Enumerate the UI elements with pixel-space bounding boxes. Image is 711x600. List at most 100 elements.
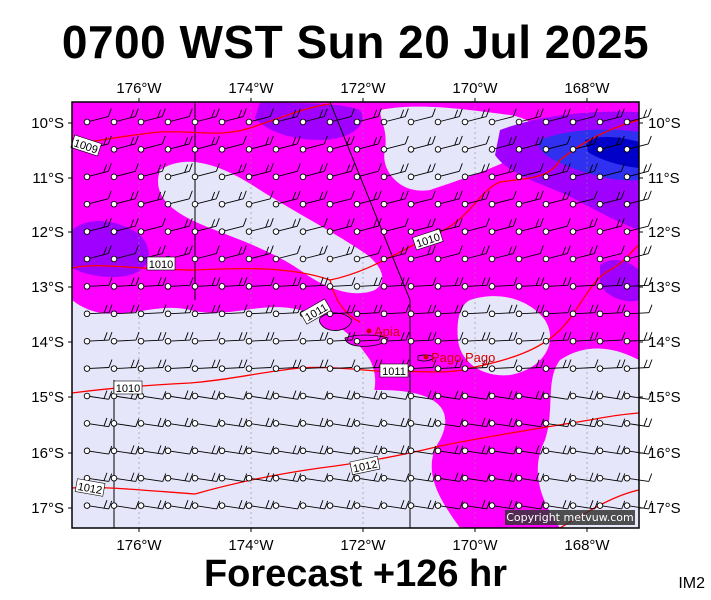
station-circle-icon	[299, 365, 307, 372]
station-circle-icon	[434, 310, 442, 318]
wind-barb	[326, 217, 355, 235]
station-circle-icon	[191, 173, 199, 181]
wind-barb	[110, 500, 140, 510]
station-circle-icon	[83, 228, 91, 235]
station-circle-icon	[515, 420, 523, 427]
isobar-label: 1012	[349, 455, 381, 475]
station-circle-icon	[110, 337, 118, 345]
station-circle-icon	[461, 474, 469, 482]
wind-barb	[83, 304, 113, 318]
wind-barb	[110, 163, 139, 181]
map-axes: 176°W 176°W 174°W 174°W 172°W 172°W 170°W 170°W…	[31, 80, 680, 554]
station-circle-icon	[488, 392, 496, 400]
station-circle-icon	[83, 118, 91, 126]
wind-barb	[542, 473, 572, 482]
wind-barb	[434, 245, 463, 263]
wind-barb	[623, 359, 653, 372]
wind-barb	[83, 500, 113, 510]
station-circle-icon	[596, 502, 604, 509]
wind-barb	[542, 217, 571, 235]
station-circle-icon	[299, 337, 307, 345]
station-circle-icon	[623, 118, 631, 126]
wind-barb	[191, 163, 220, 181]
wind-barb	[542, 190, 571, 208]
wind-barb	[407, 304, 437, 318]
wind-barb	[164, 445, 194, 455]
wind-barb	[461, 190, 490, 208]
wind-barb	[164, 108, 193, 126]
wind-barb	[326, 277, 356, 290]
wind-barb	[245, 304, 275, 318]
station-circle-icon	[623, 310, 631, 318]
wind-barb	[542, 304, 572, 318]
wind-barb	[245, 163, 274, 181]
wind-barb	[353, 418, 383, 428]
station-circle-icon	[623, 283, 631, 290]
wind-barb	[110, 217, 139, 235]
station-circle-icon	[407, 337, 415, 345]
wind-barb	[515, 217, 544, 235]
station-circle-icon	[272, 228, 280, 235]
station-circle-icon	[137, 310, 145, 318]
wind-barb	[623, 108, 652, 126]
wind-barb	[110, 359, 140, 372]
wind-barb	[137, 163, 166, 181]
station-circle-icon	[407, 392, 415, 400]
wind-barb	[191, 277, 221, 290]
station-circle-icon	[569, 337, 577, 345]
station-circle-icon	[164, 118, 172, 126]
wind-barb	[299, 163, 328, 181]
wind-barb	[434, 472, 464, 482]
wind-barb	[299, 445, 329, 455]
wind-barb	[488, 277, 518, 290]
station-circle-icon	[380, 118, 388, 126]
station-circle-icon	[191, 420, 199, 427]
wind-barb	[353, 135, 382, 153]
station-circle-icon	[407, 502, 415, 509]
wind-barb	[461, 217, 490, 235]
wind-barb	[623, 135, 652, 153]
station-circle-icon	[110, 447, 118, 455]
wind-barb	[623, 331, 653, 345]
station-circle-icon	[245, 283, 253, 290]
wind-barb	[83, 245, 112, 263]
station-circle-icon	[461, 420, 469, 427]
station-circle-icon	[623, 447, 631, 455]
wind-barb	[218, 331, 248, 345]
station-circle-icon	[353, 255, 361, 263]
station-circle-icon	[137, 474, 145, 482]
station-circle-icon	[218, 228, 226, 235]
wind-barb	[110, 108, 139, 126]
wind-barb	[137, 473, 167, 482]
wind-barb	[380, 331, 410, 345]
station-circle-icon	[272, 146, 280, 153]
station-circle-icon	[272, 337, 280, 345]
station-circle-icon	[83, 283, 91, 290]
wind-barb	[596, 190, 625, 208]
wind-barb	[137, 359, 167, 372]
station-circle-icon	[83, 255, 91, 263]
station-circle-icon	[380, 146, 388, 153]
station-circle-icon	[83, 420, 91, 427]
station-circle-icon	[542, 146, 550, 153]
clear-region-southeast	[537, 348, 639, 528]
station-circle-icon	[245, 447, 253, 455]
station-circle-icon	[272, 474, 280, 482]
station-circle-icon	[245, 392, 253, 400]
wind-barb	[245, 390, 275, 400]
station-circle-icon	[380, 447, 388, 455]
station-circle-icon	[353, 365, 361, 372]
station-circle-icon	[596, 255, 604, 263]
wind-barb	[542, 108, 571, 126]
station-circle-icon	[515, 173, 523, 181]
station-circle-icon	[488, 447, 496, 455]
isobar-1009	[72, 103, 331, 146]
wind-barb	[191, 418, 221, 428]
wind-barb	[191, 472, 221, 482]
wind-barb	[488, 108, 517, 126]
wind-barb	[569, 500, 599, 510]
station-circle-icon	[596, 392, 604, 400]
wind-barb	[83, 190, 112, 208]
wind-barb	[569, 304, 599, 318]
lat-label-right: 12°S	[648, 224, 681, 241]
